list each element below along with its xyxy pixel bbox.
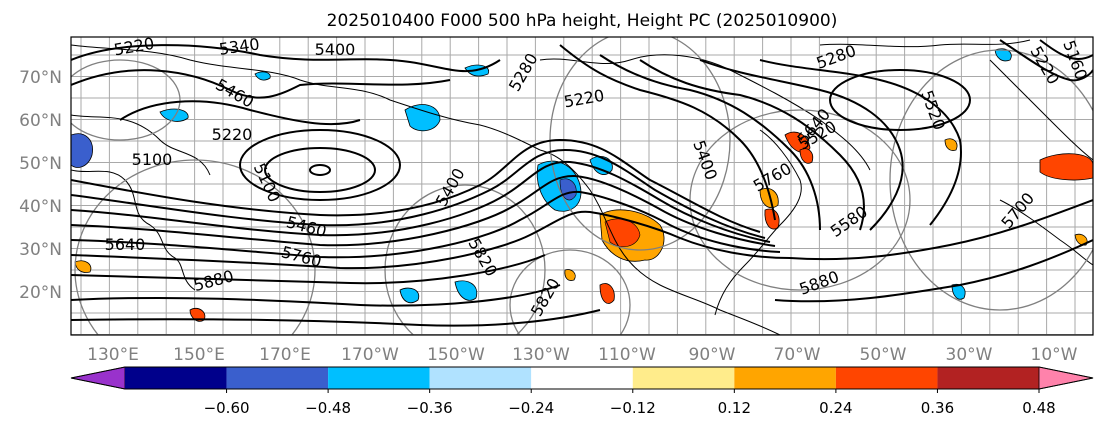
negative-anomaly-patch xyxy=(71,133,93,168)
longitude-label: 170°E xyxy=(259,345,311,365)
contour-label: 5340 xyxy=(218,34,261,58)
colorbar-segment xyxy=(632,367,735,389)
longitude-labels: 130°E 150°E 170°E 170°W 150°W 130°W 110°W 90°W 7… xyxy=(87,345,1078,365)
latitude-labels: 70°N 60°N 50°N 40°N 30°N 20°N xyxy=(19,68,62,303)
negative-anomaly-patch xyxy=(254,71,271,81)
latitude-label: 70°N xyxy=(19,68,62,88)
longitude-label: 50°W xyxy=(860,345,907,365)
positive-anomaly-patch xyxy=(74,260,92,273)
negative-anomaly-patch xyxy=(454,280,478,301)
positive-anomaly-patch xyxy=(944,138,958,151)
longitude-label: 110°W xyxy=(598,345,656,365)
longitude-label: 170°W xyxy=(341,345,399,365)
map-title: 2025010400 F000 500 hPa height, Height P… xyxy=(327,11,838,31)
longitude-label: 130°E xyxy=(87,345,139,365)
longitude-label: 150°W xyxy=(427,345,485,365)
contour-label: 5220 xyxy=(212,125,253,144)
height-contours xyxy=(71,39,1093,327)
longitude-label: 10°W xyxy=(1031,345,1078,365)
colorbar-tick-label: −0.48 xyxy=(305,399,351,417)
colorbar-tick-label: −0.12 xyxy=(610,399,656,417)
positive-anomaly-patch xyxy=(784,131,811,153)
colorbar-outline xyxy=(70,366,1094,390)
positive-anomaly-patch xyxy=(604,218,641,248)
colorbar-segment xyxy=(937,367,1039,389)
longitude-label: 30°W xyxy=(946,345,993,365)
colorbar-tick-label: −0.24 xyxy=(508,399,554,417)
colorbar-extend-high xyxy=(1038,366,1094,390)
colorbar-tick-label: 0.48 xyxy=(1022,399,1055,417)
colorbar-segment xyxy=(328,367,430,389)
contour-label: 5220 xyxy=(112,34,155,60)
positive-anomaly-patch xyxy=(564,269,576,281)
latitude-label: 20°N xyxy=(19,283,62,303)
map-frame xyxy=(70,36,1094,336)
colorbar-segment xyxy=(429,367,532,389)
colorbar-segment xyxy=(835,367,938,389)
colorbar-extend-low xyxy=(70,366,126,390)
latitude-label: 60°N xyxy=(19,111,62,131)
colorbar-tick-labels: −0.60 −0.48 −0.36 −0.24 −0.12 0.12 0.24 0.36 0.4… xyxy=(204,389,1056,417)
latitude-label: 50°N xyxy=(19,154,62,174)
colorbar xyxy=(70,366,1094,390)
latitude-label: 30°N xyxy=(19,240,62,260)
longitude-label: 150°E xyxy=(173,345,225,365)
longitude-label: 90°W xyxy=(689,345,736,365)
negative-anomaly-patch xyxy=(159,108,189,122)
positive-anomaly-patch xyxy=(1039,153,1093,181)
colorbar-tick-label: −0.36 xyxy=(407,399,453,417)
colorbar-tick-label: 0.36 xyxy=(921,399,954,417)
contour-label: 5640 xyxy=(105,235,146,254)
longitude-label: 130°W xyxy=(512,345,570,365)
positive-anomaly-patch xyxy=(799,148,814,164)
contour-label: 5100 xyxy=(132,150,173,169)
graticule xyxy=(71,37,1093,335)
colorbar-tick-label: 0.24 xyxy=(819,399,852,417)
colorbar-tick-label: −0.60 xyxy=(204,399,250,417)
colorbar-segment xyxy=(226,367,329,389)
negative-anomaly-patch xyxy=(404,104,441,132)
negative-anomaly-patch xyxy=(399,287,420,304)
latitude-label: 40°N xyxy=(19,197,62,217)
coastlines xyxy=(71,39,1093,335)
colorbar-segment xyxy=(734,367,836,389)
positive-anomaly-patch xyxy=(1074,233,1088,246)
longitude-label: 70°W xyxy=(774,345,821,365)
negative-anomaly-patch xyxy=(994,48,1012,62)
positive-anomaly-patch xyxy=(599,283,615,304)
colorbar-segment xyxy=(125,367,227,389)
contour-label: 5400 xyxy=(315,40,356,59)
colorbar-tick-label: 0.12 xyxy=(718,399,751,417)
colorbar-segment xyxy=(531,367,633,389)
